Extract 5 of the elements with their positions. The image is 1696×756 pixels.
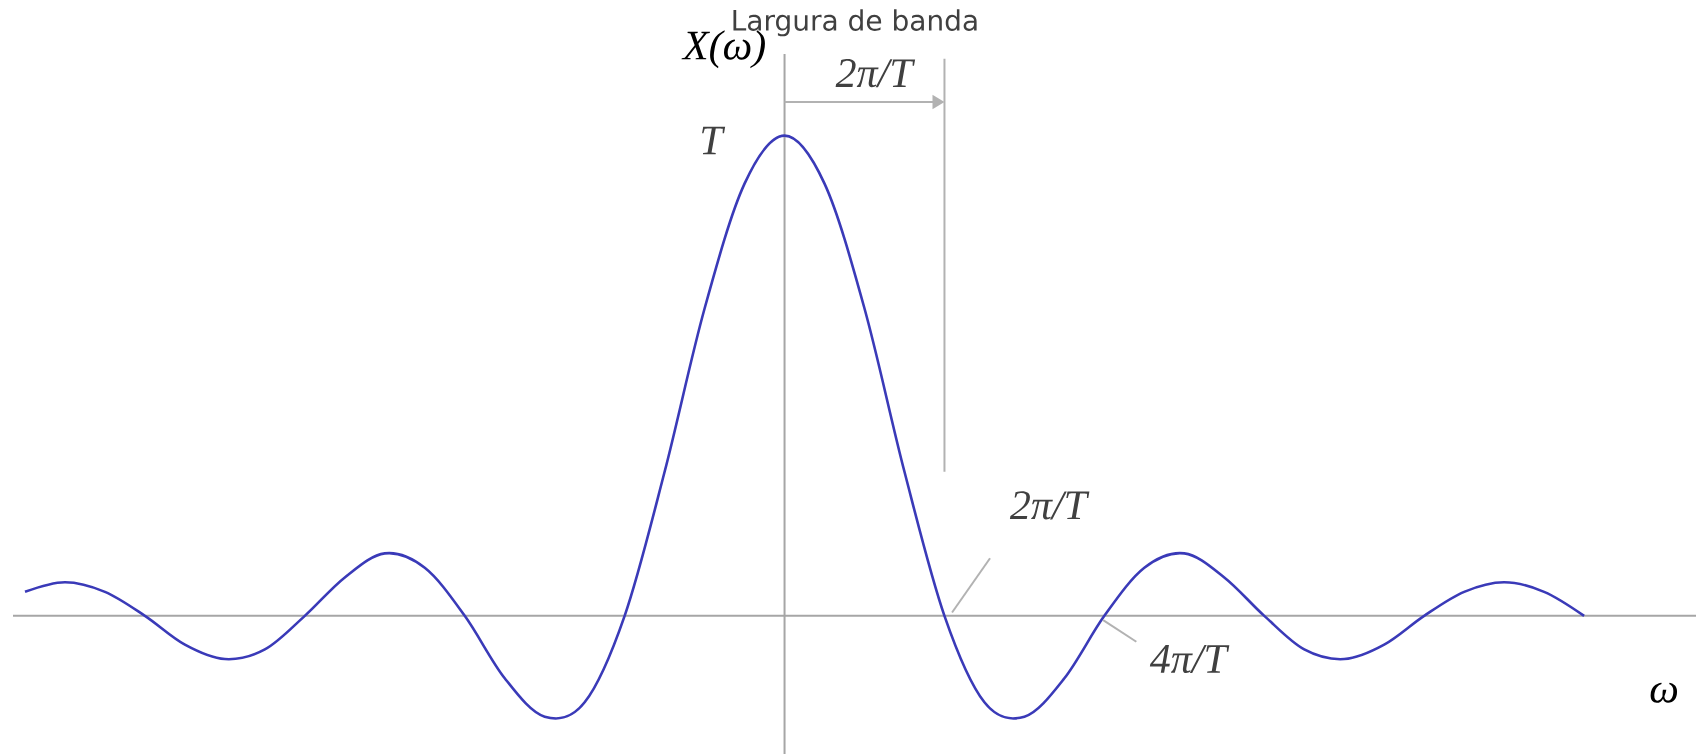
text: 2π/T: [835, 59, 916, 88]
annotation: 2π/T: [1009, 491, 1090, 520]
annotation: 4π/T: [1149, 645, 1230, 674]
x-axis-title: ω: [1650, 682, 1678, 703]
annotation: T: [702, 126, 726, 155]
